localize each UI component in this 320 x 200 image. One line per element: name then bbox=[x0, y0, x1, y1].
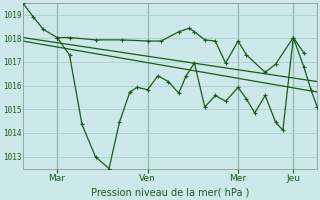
X-axis label: Pression niveau de la mer( hPa ): Pression niveau de la mer( hPa ) bbox=[91, 187, 249, 197]
